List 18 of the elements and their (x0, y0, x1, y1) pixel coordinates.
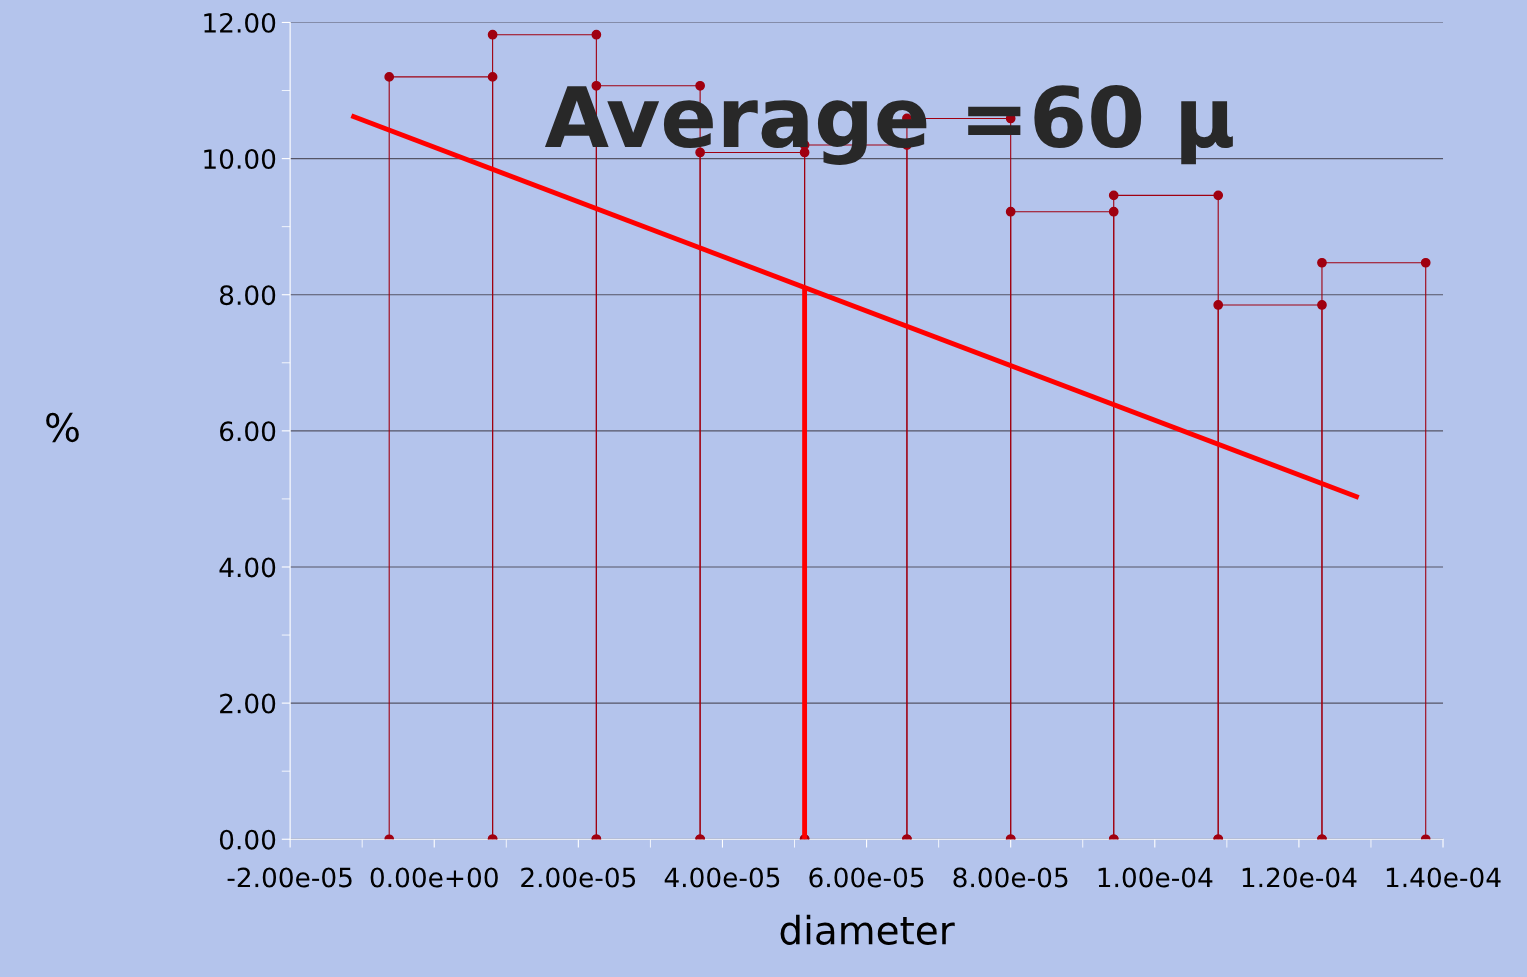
x-tick-label: -2.00e-05 (227, 867, 352, 888)
x-tick-label: 6.00e-05 (809, 867, 924, 888)
x-tick-label: 1.00e-04 (1098, 867, 1213, 888)
y-tick-label: 2.00 (220, 693, 276, 714)
y-tick-label: 12.00 (204, 12, 276, 33)
y-tick-label: 6.00 (220, 421, 276, 442)
x-tick-label: 8.00e-05 (953, 867, 1068, 888)
x-tick-label: 2.00e-05 (521, 867, 636, 888)
x-axis-title: diameter (780, 914, 955, 945)
y-axis-title: % (46, 412, 79, 443)
x-tick-label: 0.00e+00 (370, 867, 498, 888)
y-tick-label: 4.00 (219, 557, 276, 578)
x-tick-label: 1.20e-04 (1242, 867, 1357, 888)
x-tick-label: 1.40e-04 (1386, 867, 1501, 888)
y-tick-label: 0.00 (219, 829, 276, 850)
x-tick-label: 4.00e-05 (664, 867, 780, 888)
y-tick-label: 10.00 (204, 149, 276, 169)
y-tick-label: 8.00 (219, 285, 276, 306)
